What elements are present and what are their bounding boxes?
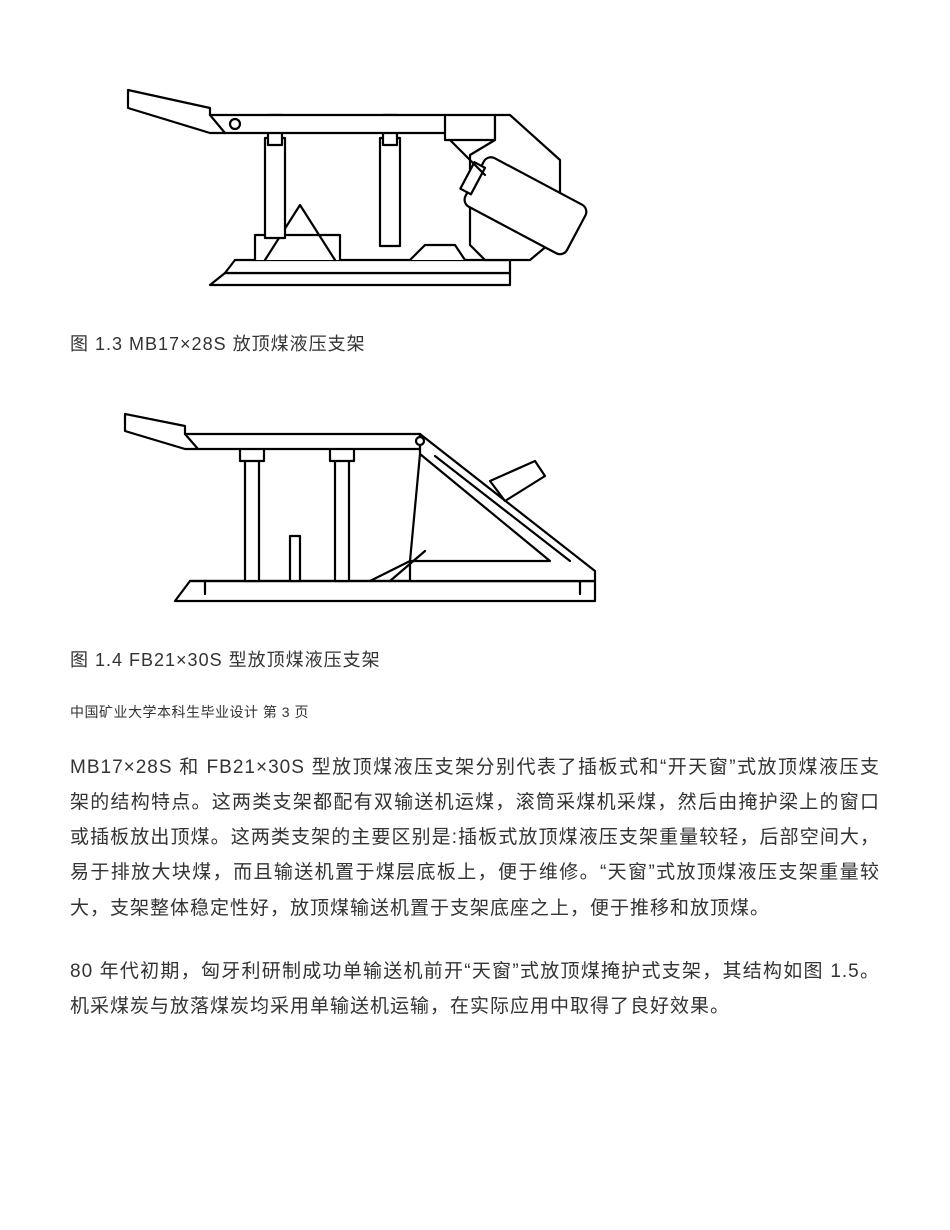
figure-1-3-svg — [90, 60, 610, 310]
paragraph-1: MB17×28S 和 FB21×30S 型放顶煤液压支架分别代表了插板式和“开天… — [70, 750, 880, 926]
figure-1-4-svg — [90, 386, 650, 626]
figure-1-3 — [90, 60, 880, 310]
figure-1-4 — [90, 386, 880, 626]
page-footer: 中国矿业大学本科生毕业设计 第 3 页 — [70, 702, 880, 722]
paragraph-2: 80 年代初期，匈牙利研制成功单输送机前开“天窗”式放顶煤掩护式支架，其结构如图… — [70, 954, 880, 1024]
figure-1-4-caption: 图 1.4 FB21×30S 型放顶煤液压支架 — [70, 646, 880, 672]
figure-1-3-caption: 图 1.3 MB17×28S 放顶煤液压支架 — [70, 330, 880, 356]
